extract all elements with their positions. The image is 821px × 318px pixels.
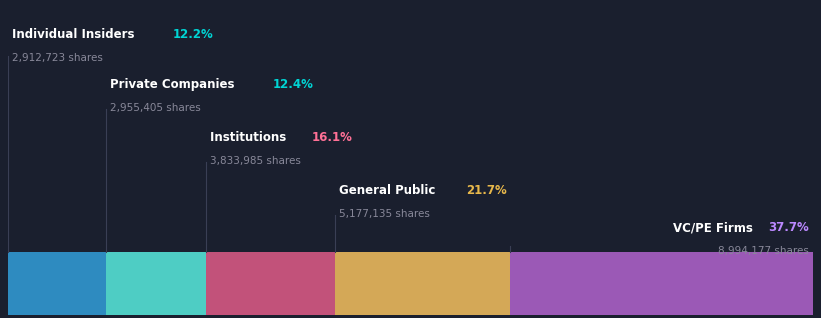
Bar — [106, 252, 206, 315]
Text: 5,177,135 shares: 5,177,135 shares — [339, 209, 430, 219]
Text: 2,955,405 shares: 2,955,405 shares — [110, 103, 201, 113]
Text: 3,833,985 shares: 3,833,985 shares — [210, 156, 300, 166]
Text: General Public: General Public — [339, 184, 440, 197]
Text: VC/PE Firms: VC/PE Firms — [673, 221, 753, 234]
Text: 12.4%: 12.4% — [273, 78, 314, 91]
Text: 8,994,177 shares: 8,994,177 shares — [718, 246, 809, 256]
Text: 16.1%: 16.1% — [312, 131, 352, 144]
Bar — [8, 252, 106, 315]
Text: 21.7%: 21.7% — [466, 184, 507, 197]
Text: Institutions: Institutions — [210, 131, 291, 144]
Text: Individual Insiders: Individual Insiders — [12, 28, 139, 41]
Bar — [335, 252, 510, 315]
Text: 2,912,723 shares: 2,912,723 shares — [12, 53, 103, 63]
Bar — [510, 252, 813, 315]
Text: 12.2%: 12.2% — [172, 28, 213, 41]
Bar — [206, 252, 335, 315]
Text: Private Companies: Private Companies — [110, 78, 239, 91]
Text: 37.7%: 37.7% — [768, 221, 809, 234]
